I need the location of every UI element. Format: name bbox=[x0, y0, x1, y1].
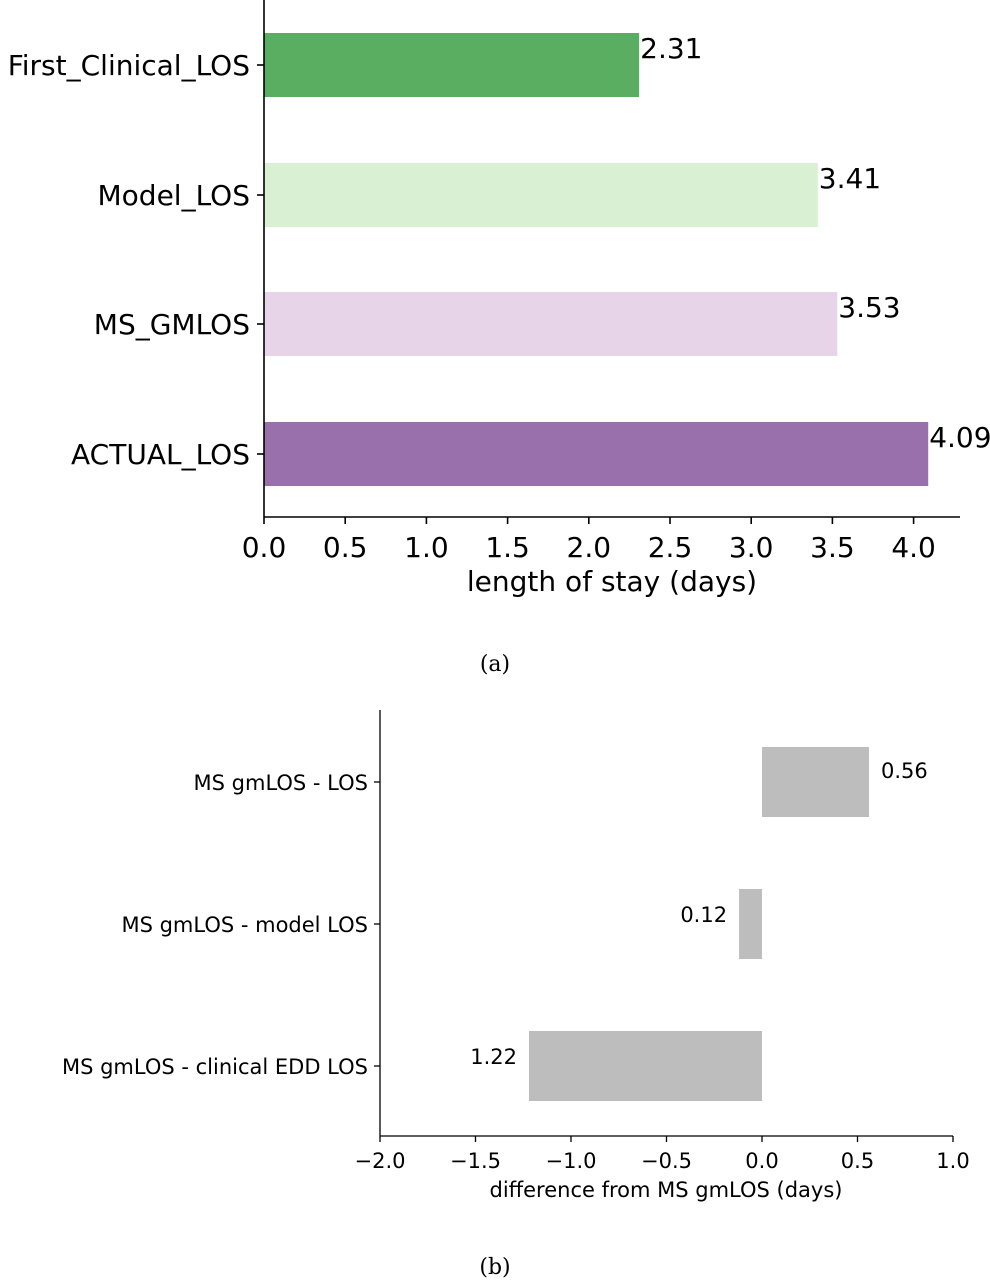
y-tick-label: Model_LOS bbox=[98, 179, 250, 212]
bar-value-label: 3.53 bbox=[838, 291, 900, 324]
y-tick-label: MS gmLOS - clinical EDD LOS bbox=[62, 1055, 368, 1079]
bar bbox=[264, 292, 838, 356]
y-tick-label: MS_GMLOS bbox=[94, 308, 250, 341]
bar bbox=[264, 163, 818, 227]
caption-a: (a) bbox=[480, 652, 510, 677]
bar bbox=[762, 747, 869, 817]
chart-a: 2.31 First_Clinical_LOS 3.41 Model_LOS 3.53 M… bbox=[8, 0, 990, 598]
y-tick-label: First_Clinical_LOS bbox=[8, 49, 250, 82]
x-tick-label: −2.0 bbox=[355, 1149, 406, 1173]
x-tick-label: 3.0 bbox=[729, 531, 774, 564]
x-tick-label: 0.5 bbox=[841, 1149, 874, 1173]
x-axis-label: difference from MS gmLOS (days) bbox=[490, 1178, 843, 1202]
x-tick-label: 2.5 bbox=[648, 531, 693, 564]
x-axis-label: length of stay (days) bbox=[467, 565, 757, 598]
y-tick-label: MS gmLOS - model LOS bbox=[121, 913, 368, 937]
bar-value-label: 3.41 bbox=[819, 162, 881, 195]
y-tick-label: MS gmLOS - LOS bbox=[194, 771, 368, 795]
bar-value-label: 1.22 bbox=[470, 1045, 517, 1069]
x-tick-label: 0.5 bbox=[323, 531, 368, 564]
x-tick-label: 0.0 bbox=[242, 531, 287, 564]
x-tick-label: 1.0 bbox=[404, 531, 449, 564]
x-tick-label: 4.0 bbox=[891, 531, 936, 564]
x-tick-label: 3.5 bbox=[810, 531, 855, 564]
x-tick-label: 0.0 bbox=[745, 1149, 778, 1173]
caption-b: (b) bbox=[479, 1255, 510, 1280]
bar-value-label: 2.31 bbox=[640, 32, 702, 65]
x-tick-label: −1.0 bbox=[546, 1149, 597, 1173]
bar bbox=[264, 422, 929, 486]
bar bbox=[528, 1031, 762, 1101]
y-tick-label: ACTUAL_LOS bbox=[71, 438, 250, 471]
bar-value-label: 0.12 bbox=[680, 903, 727, 927]
bar bbox=[264, 33, 640, 97]
x-tick-label: 2.0 bbox=[567, 531, 612, 564]
bar-value-label: 4.09 bbox=[929, 421, 990, 454]
bar bbox=[739, 889, 762, 959]
x-tick-label: −0.5 bbox=[641, 1149, 692, 1173]
x-tick-label: 1.5 bbox=[485, 531, 530, 564]
chart-b: 0.56 MS gmLOS - LOS 0.12 MS gmLOS - model L… bbox=[62, 710, 970, 1202]
x-tick-label: −1.5 bbox=[450, 1149, 501, 1173]
bar-value-label: 0.56 bbox=[881, 759, 928, 783]
x-tick-label: 1.0 bbox=[936, 1149, 969, 1173]
